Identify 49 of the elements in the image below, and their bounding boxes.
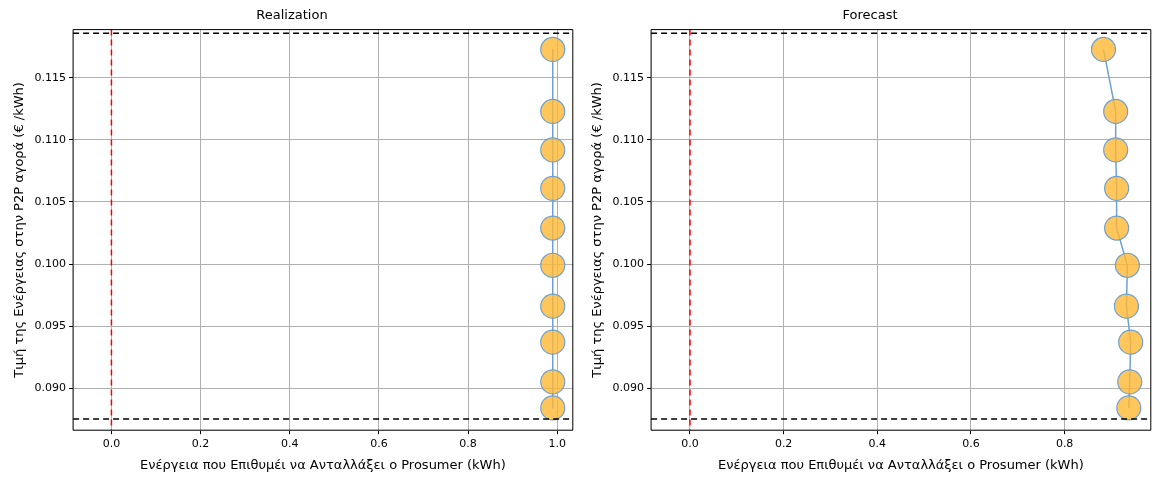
y-tick-label: 0.100 xyxy=(612,256,645,270)
point xyxy=(1117,369,1143,395)
point xyxy=(1114,252,1140,278)
point xyxy=(1103,137,1129,163)
point xyxy=(540,293,566,319)
y-tick-label: 0.100 xyxy=(34,256,67,270)
x-tick-label: 0.2 xyxy=(191,436,210,450)
y-tick-label: 0.095 xyxy=(34,318,67,332)
y-axis-title: Τιμή της Ενέργειας στην P2P αγορά (€ /kWh) xyxy=(11,82,27,379)
point xyxy=(540,36,566,63)
y-tick-label: 0.110 xyxy=(612,132,645,146)
x-tick-label: 0.6 xyxy=(962,436,980,450)
x-tick-label: 0.6 xyxy=(370,436,388,450)
y-tick-label: 0.090 xyxy=(34,380,67,394)
x-tick-label: 0.8 xyxy=(1055,436,1074,450)
point xyxy=(540,215,566,241)
point xyxy=(540,252,566,278)
x-tick-label: 0.8 xyxy=(459,436,477,450)
point xyxy=(540,329,566,355)
chart-title: Realization xyxy=(256,7,328,23)
x-tick-label: 0.0 xyxy=(681,436,699,450)
point xyxy=(540,395,566,421)
point xyxy=(540,369,566,395)
y-tick-label: 0.115 xyxy=(34,70,67,84)
y-tick-label: 0.115 xyxy=(612,70,645,84)
point xyxy=(1104,215,1130,241)
point xyxy=(1103,98,1129,125)
y-tick-label: 0.105 xyxy=(34,194,67,208)
x-tick-label: 0.2 xyxy=(774,436,793,450)
point xyxy=(540,98,566,125)
x-axis-title: Ενέργεια που Επιθυμέι να Ανταλλάξει ο Prosumer (kWh) xyxy=(718,456,1084,472)
point xyxy=(1118,329,1144,355)
x-tick-label: 1.0 xyxy=(548,436,566,450)
y-tick-label: 0.110 xyxy=(34,132,67,146)
x-tick-label: 0.4 xyxy=(868,436,887,450)
y-axis-title: Τιμή της Ενέργειας στην P2P αγορά (€ /kWh) xyxy=(589,82,605,379)
point xyxy=(540,175,566,201)
x-axis-title: Ενέργεια που Επιθυμέι να Ανταλλάξει ο Prosumer (kWh) xyxy=(140,456,506,472)
point xyxy=(1090,36,1117,63)
y-tick-label: 0.095 xyxy=(612,318,645,332)
x-tick-label: 0.4 xyxy=(280,436,299,450)
chart-title: Forecast xyxy=(842,7,898,23)
y-tick-label: 0.090 xyxy=(612,380,645,394)
point xyxy=(1104,175,1130,201)
point xyxy=(540,137,566,163)
point xyxy=(1116,395,1142,421)
x-tick-label: 0.0 xyxy=(102,436,121,450)
y-tick-label: 0.105 xyxy=(612,194,645,208)
point xyxy=(1113,293,1140,319)
